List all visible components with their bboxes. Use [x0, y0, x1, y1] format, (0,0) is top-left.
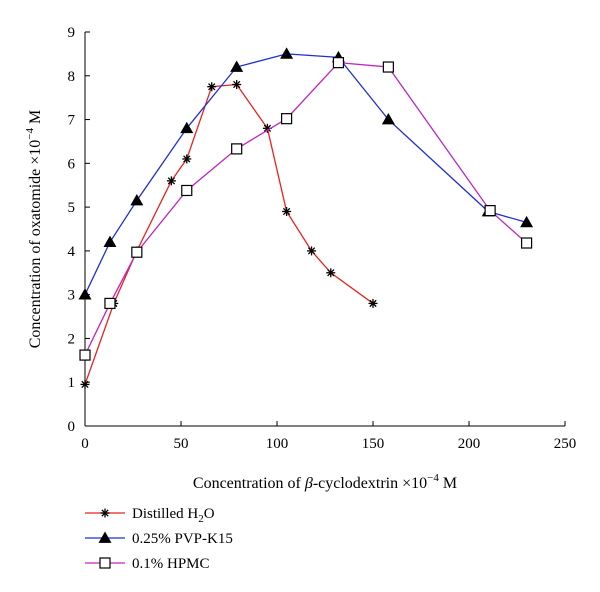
series-1	[78, 47, 534, 300]
y-tick-label: 9	[68, 25, 76, 41]
legend-item: 0.25% PVP-K15	[85, 531, 233, 547]
legend-item: Distilled H2O	[85, 506, 215, 525]
data-point	[520, 237, 533, 249]
x-tick-label: 100	[266, 436, 289, 452]
y-tick-label: 5	[68, 200, 76, 216]
legend-marker	[100, 508, 110, 518]
series-line	[84, 53, 527, 295]
data-point	[307, 246, 317, 256]
data-point	[484, 205, 496, 217]
asterisk-stroke	[282, 207, 291, 216]
y-tick-label: 7	[68, 113, 76, 129]
asterisk-stroke	[183, 155, 191, 163]
asterisk-stroke	[233, 80, 241, 89]
data-point	[181, 184, 193, 197]
x-tick-label: 0	[81, 436, 89, 452]
x-tick-label: 150	[362, 436, 385, 452]
series-line	[84, 61, 528, 356]
asterisk-stroke	[263, 124, 272, 132]
series-line	[84, 83, 374, 385]
data-point	[182, 154, 192, 164]
asterisk-stroke	[327, 269, 335, 277]
y-tick-label: 1	[68, 375, 76, 391]
data-point	[80, 379, 90, 389]
y-tick-label: 4	[68, 244, 76, 260]
legend-label: 0.1% HPMC	[132, 556, 210, 572]
data-point	[232, 80, 242, 90]
legend-label: Distilled H2O	[132, 506, 215, 525]
data-point	[79, 349, 91, 361]
data-point	[104, 297, 116, 310]
data-point	[130, 194, 144, 206]
legend-marker	[99, 557, 111, 569]
legend-label: 0.25% PVP-K15	[132, 531, 233, 547]
data-point	[368, 298, 378, 308]
asterisk-stroke	[167, 177, 176, 185]
x-tick-label: 50	[174, 436, 189, 452]
asterisk-stroke	[369, 299, 377, 308]
y-tick-label: 6	[68, 156, 76, 172]
asterisk-stroke	[101, 509, 109, 517]
data-point	[520, 215, 534, 228]
x-axis-title: Concentration of β-cyclodextrin ×10−4 M	[193, 472, 457, 492]
y-tick-label: 0	[68, 419, 76, 435]
data-point	[230, 60, 244, 72]
data-point	[78, 288, 92, 300]
data-point	[280, 47, 294, 59]
data-point	[282, 206, 292, 216]
series-0	[80, 80, 378, 389]
y-tick-label: 2	[68, 331, 76, 347]
data-point	[166, 176, 176, 186]
y-axis-title: Concentration of oxatomide ×10−4 M	[24, 110, 44, 348]
legend: Distilled H2O 0.25% PVP-K15 0.1% HPMC	[85, 506, 233, 572]
legend-marker	[98, 531, 112, 543]
data-point	[207, 82, 217, 92]
asterisk-stroke	[208, 83, 216, 91]
y-tick-label: 8	[68, 69, 76, 85]
series-2	[79, 57, 533, 361]
data-point	[281, 113, 293, 125]
data-point	[180, 121, 194, 134]
axes: 0 1 2 3 4 5 6 7 8 9 0 50 100 150 200 250 Concentration o…	[24, 25, 576, 492]
series-layer	[78, 47, 534, 389]
data-point	[332, 57, 345, 69]
asterisk-stroke	[81, 380, 89, 389]
x-tick-label: 200	[458, 436, 481, 452]
data-point	[382, 61, 394, 73]
y-tick-label: 3	[68, 288, 76, 304]
data-point	[381, 113, 395, 125]
data-point	[326, 268, 336, 278]
legend-item: 0.1% HPMC	[85, 556, 210, 572]
data-point	[103, 235, 117, 248]
x-tick-label: 250	[554, 436, 577, 452]
asterisk-stroke	[307, 247, 316, 255]
data-point	[231, 143, 243, 155]
data-point	[131, 246, 143, 258]
